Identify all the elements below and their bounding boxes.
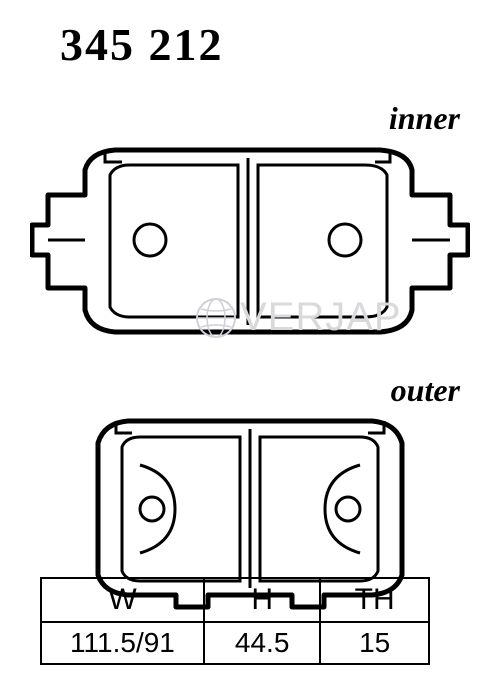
value-w: 111.5/91 [41, 622, 204, 664]
watermark-text: VERJAP [240, 295, 402, 340]
watermark: VERJAP [195, 295, 402, 340]
dimension-table: W H TH 111.5/91 44.5 15 [40, 577, 430, 665]
inner-label: inner [389, 100, 460, 137]
outer-label: outer [391, 372, 460, 409]
globe-icon [195, 297, 237, 339]
header-th: TH [320, 578, 429, 622]
table-value-row: 111.5/91 44.5 15 [41, 622, 429, 664]
table-header-row: W H TH [41, 578, 429, 622]
part-number: 345 212 [60, 18, 224, 71]
header-w: W [41, 578, 204, 622]
value-h: 44.5 [204, 622, 320, 664]
header-h: H [204, 578, 320, 622]
value-th: 15 [320, 622, 429, 664]
